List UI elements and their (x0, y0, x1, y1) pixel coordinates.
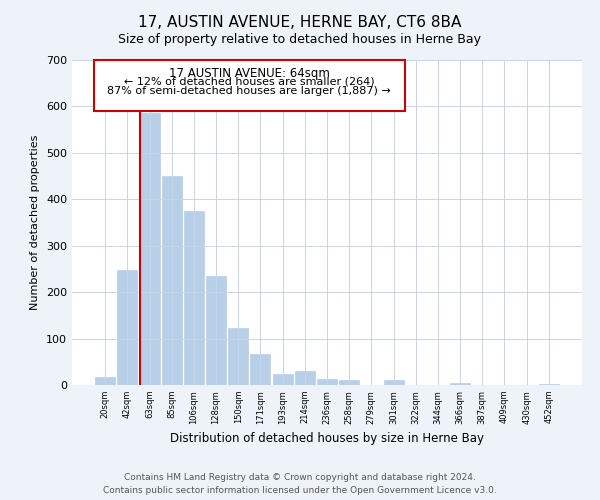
Bar (339, 380, 359, 385)
Bar (450, 383, 470, 385)
Y-axis label: Number of detached properties: Number of detached properties (31, 135, 40, 310)
Bar (383, 380, 404, 385)
Text: ← 12% of detached houses are smaller (264): ← 12% of detached houses are smaller (26… (124, 76, 374, 86)
X-axis label: Distribution of detached houses by size in Herne Bay: Distribution of detached houses by size … (170, 432, 484, 445)
FancyBboxPatch shape (94, 60, 404, 111)
Bar (228, 328, 248, 385)
Bar (539, 384, 559, 385)
Text: Contains HM Land Registry data © Crown copyright and database right 2024.
Contai: Contains HM Land Registry data © Crown c… (103, 474, 497, 495)
Text: 17 AUSTIN AVENUE: 64sqm: 17 AUSTIN AVENUE: 64sqm (169, 67, 330, 80)
Bar (118, 270, 137, 385)
Bar (162, 176, 182, 385)
Bar (206, 276, 226, 385)
Bar (272, 374, 293, 385)
Bar (250, 354, 271, 385)
Bar (317, 378, 337, 385)
Bar (184, 211, 204, 385)
Text: 17, AUSTIN AVENUE, HERNE BAY, CT6 8BA: 17, AUSTIN AVENUE, HERNE BAY, CT6 8BA (139, 15, 461, 30)
Text: 87% of semi-detached houses are larger (1,887) →: 87% of semi-detached houses are larger (… (107, 86, 391, 96)
Text: Size of property relative to detached houses in Herne Bay: Size of property relative to detached ho… (119, 32, 482, 46)
Bar (140, 114, 160, 385)
Bar (295, 371, 315, 385)
Bar (95, 376, 115, 385)
